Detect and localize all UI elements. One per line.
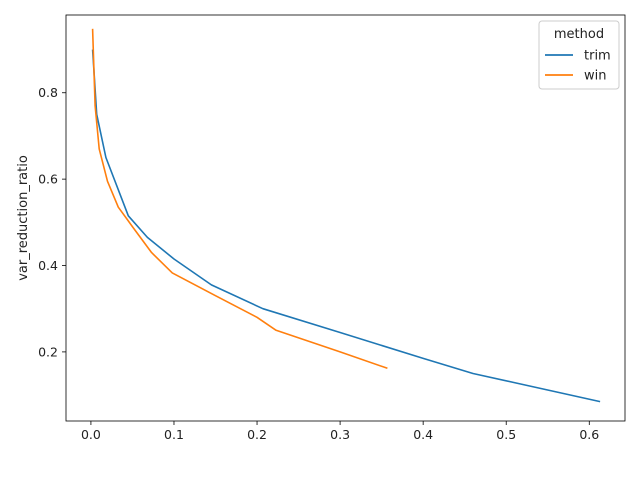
y-axis: 0.2 0.4 0.6 0.8 — [38, 85, 66, 359]
x-tick-label: 0.5 — [496, 427, 516, 442]
series-line-win — [91, 28, 388, 370]
legend: method trim win — [538, 20, 620, 90]
series-line-trim — [91, 49, 601, 403]
x-tick-label: 0.1 — [164, 427, 184, 442]
series-lines — [91, 28, 601, 403]
legend-title: method — [554, 27, 604, 42]
y-axis-label: var_reduction_ratio — [16, 155, 31, 281]
x-tick-label: 0.3 — [330, 427, 350, 442]
y-tick-label: 0.8 — [38, 85, 58, 100]
x-tick-label: 0.0 — [81, 427, 101, 442]
x-tick-label: 0.2 — [247, 427, 267, 442]
x-tick-label: 0.6 — [579, 427, 599, 442]
legend-label-win: win — [584, 69, 606, 84]
y-tick-label: 0.2 — [38, 344, 58, 359]
x-axis: 0.0 0.1 0.2 0.3 0.4 0.5 0.6 — [81, 421, 599, 442]
y-tick-label: 0.4 — [38, 258, 58, 273]
y-tick-label: 0.6 — [38, 172, 58, 187]
x-tick-label: 0.4 — [413, 427, 433, 442]
legend-box — [538, 20, 620, 90]
legend-label-trim: trim — [584, 49, 611, 64]
